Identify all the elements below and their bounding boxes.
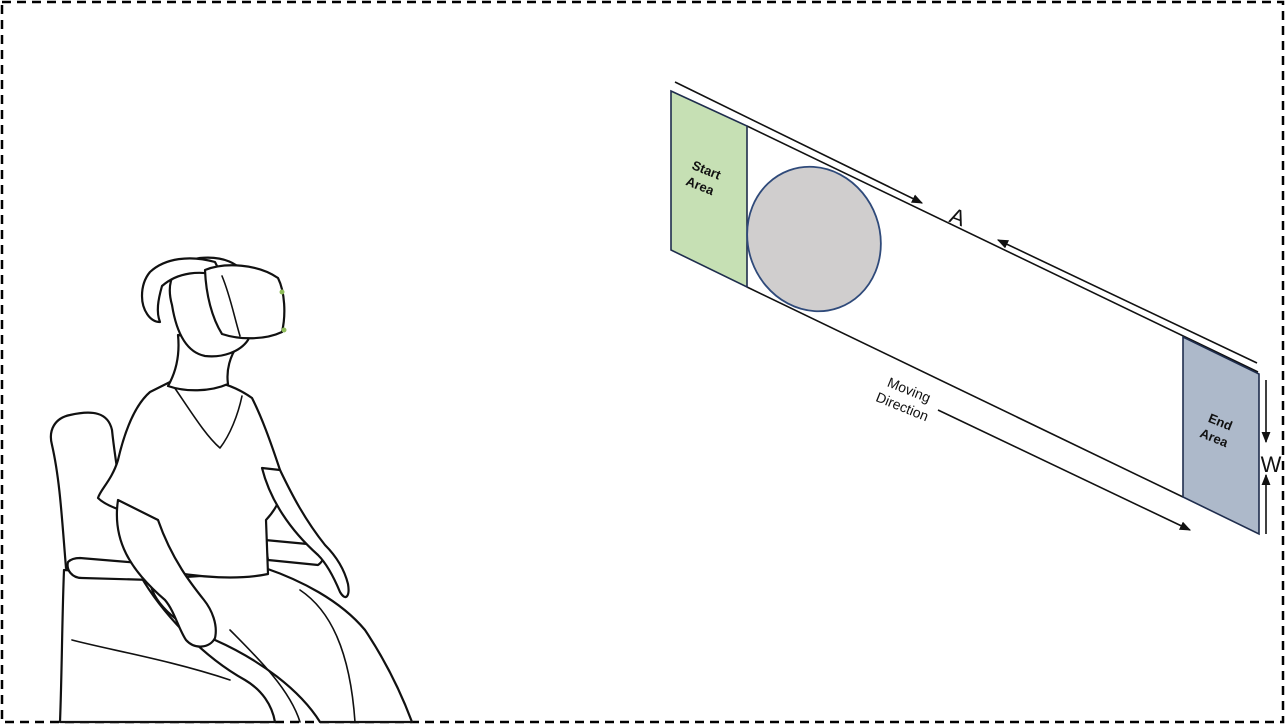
start-area: [670, 89, 748, 289]
person-arm: [115, 498, 217, 648]
track-bottom-edge: [746, 286, 1184, 498]
track-top-edge: [746, 125, 1259, 373]
vr-headset-strap: [140, 257, 224, 324]
amplitude-arrow-left: [674, 81, 924, 204]
amplitude-label: A: [946, 203, 969, 232]
end-area: [1182, 335, 1260, 536]
seated-person-with-vr-headset-icon: [49, 256, 414, 724]
chair-seat: [58, 568, 277, 724]
person-torso: [96, 378, 283, 579]
target-circle: [746, 165, 882, 313]
moving-direction-arrow: [937, 409, 1192, 531]
width-label: W: [1261, 452, 1282, 477]
movement-task-diagram: Start Area End Area A W Moving Direction: [670, 81, 1282, 536]
amplitude-arrow-right: [996, 239, 1258, 364]
person-arm: [260, 466, 350, 599]
